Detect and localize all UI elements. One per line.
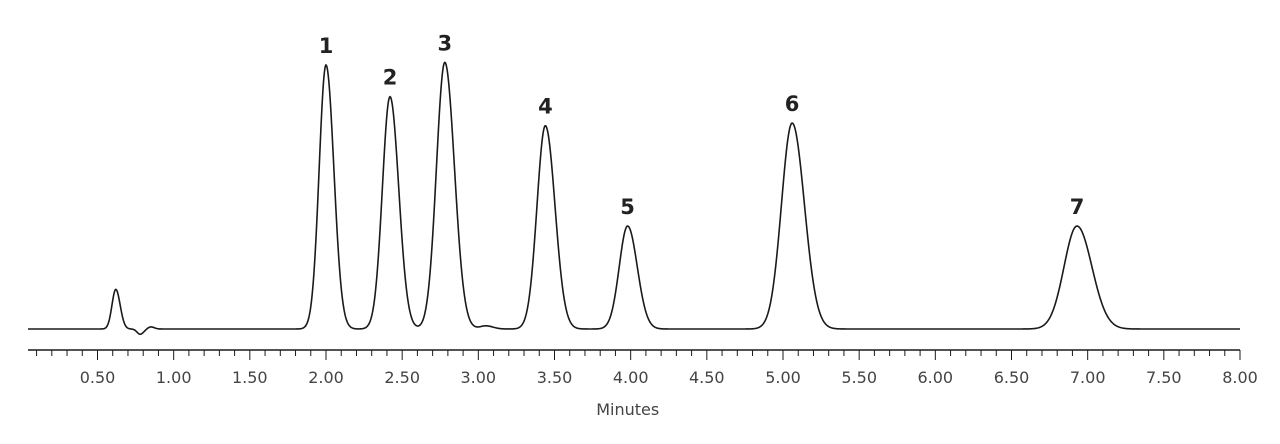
x-tick-label: 3.00 xyxy=(460,368,496,387)
x-tick-label: 2.00 xyxy=(308,368,344,387)
x-tick-label: 2.50 xyxy=(384,368,420,387)
x-tick-label: 1.00 xyxy=(156,368,192,387)
x-tick-label: 7.50 xyxy=(1146,368,1182,387)
x-axis-title: Minutes xyxy=(596,400,659,419)
trace-layer xyxy=(28,61,1240,336)
x-tick-label: 3.50 xyxy=(537,368,573,387)
peak-label-1: 1 xyxy=(319,34,334,58)
peak-label-3: 3 xyxy=(437,31,452,55)
peak-label-5: 5 xyxy=(620,195,635,219)
x-tick-label: 5.00 xyxy=(765,368,801,387)
peak-label-layer: 1 2 3 4 5 6 7 xyxy=(319,31,1085,219)
chromatogram-trace xyxy=(28,61,1240,336)
x-tick-label: 1.50 xyxy=(232,368,268,387)
x-tick-label: 7.00 xyxy=(1070,368,1106,387)
peak-label-4: 4 xyxy=(538,95,553,119)
peak-label-2: 2 xyxy=(383,66,398,90)
x-tick-label: 8.00 xyxy=(1222,368,1258,387)
x-tick-label: 4.00 xyxy=(613,368,649,387)
peak-label-7: 7 xyxy=(1070,195,1085,219)
x-axis: 0.50 1.00 1.50 2.00 2.50 3.00 3.50 4.00 4.50 5.00… xyxy=(28,349,1258,387)
x-tick-label: 4.50 xyxy=(689,368,725,387)
peak-label-6: 6 xyxy=(785,92,800,116)
x-tick-label: 6.00 xyxy=(917,368,953,387)
x-tick-label: 6.50 xyxy=(994,368,1030,387)
x-tick-label: 5.50 xyxy=(841,368,877,387)
x-tick-label: 0.50 xyxy=(80,368,116,387)
